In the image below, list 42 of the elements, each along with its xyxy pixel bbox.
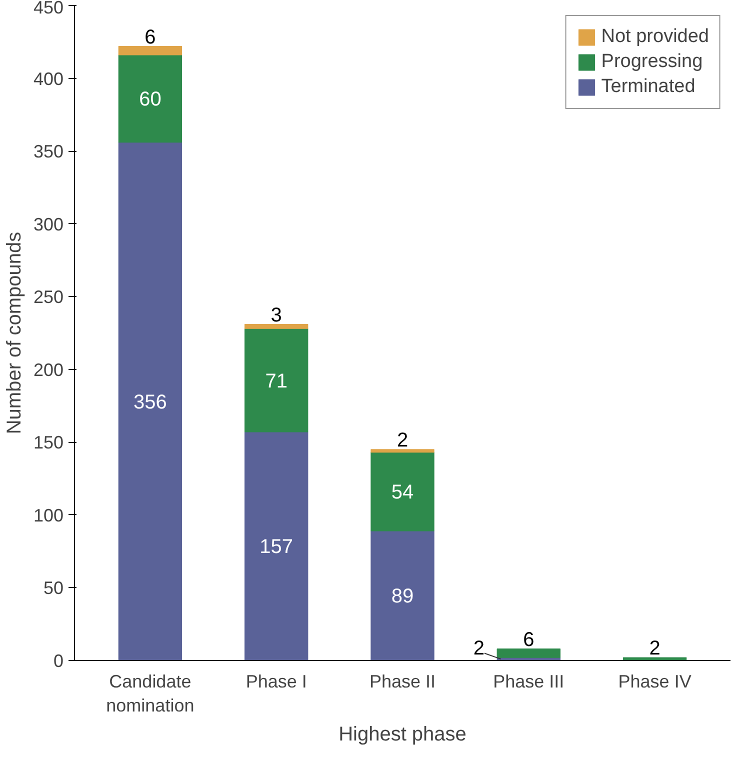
bar [370,530,434,660]
data-label: 89 [391,586,414,608]
data-label: 71 [265,370,288,392]
data-label: 157 [260,536,294,558]
bar [118,54,182,143]
data-label: 356 [134,391,167,414]
x-tick-label: Phase I [246,672,307,692]
bar [244,324,308,329]
y-tick-label: 0 [53,651,64,671]
x-tick-label: Candidate nomination [106,672,194,716]
data-label: 2 [649,638,660,660]
x-tick-label: Phase IV [618,672,692,692]
bar [118,46,182,56]
y-tick-label: 50 [43,578,64,598]
x-tick-label: Phase II [369,672,436,692]
data-label: 2 [396,430,408,452]
data-label: 54 [391,482,414,504]
x-axis-title: Highest phase [338,724,466,746]
y-tick-label: 250 [33,287,64,308]
data-label: 6 [144,26,156,48]
y-tick-label: 200 [33,360,64,380]
legend-label: Terminated [601,76,696,98]
y-tick-label: 100 [33,505,64,526]
x-tick-label: Phase III [493,672,564,692]
y-tick-label: 450 [33,0,64,18]
data-label: 6 [523,628,534,651]
bar [244,432,308,660]
legend-label: Progressing [601,51,703,73]
bar [244,328,308,432]
y-tick-label: 150 [33,432,64,453]
legend-label: Not provided [601,26,709,48]
bar [370,449,434,453]
y-tick-label: 400 [33,68,64,89]
data-label: 3 [270,304,282,326]
bar [118,142,182,660]
y-tick-label: 300 [33,214,64,234]
y-axis-title: Number of compounds [3,232,26,434]
bar [496,648,560,658]
y-tick-label: 350 [33,142,64,162]
bar [370,452,434,532]
data-label: 60 [139,88,162,111]
data-label: 2 [473,638,484,660]
